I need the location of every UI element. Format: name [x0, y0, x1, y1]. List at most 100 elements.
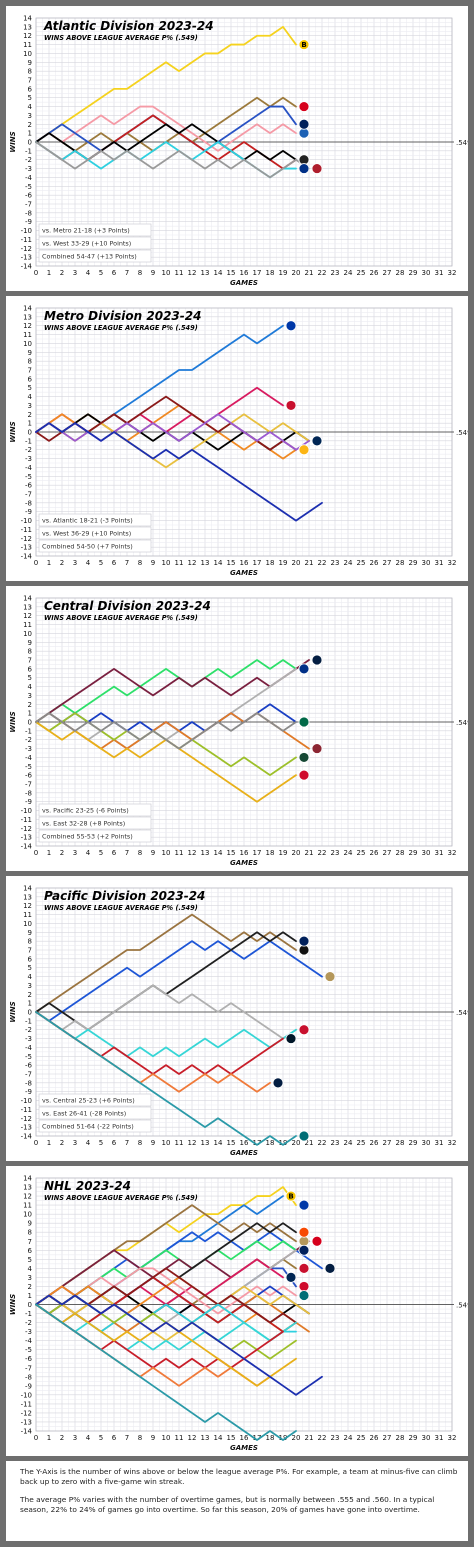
records-row-bg: [38, 1093, 152, 1107]
x-tick-label: 32: [448, 269, 457, 277]
x-tick-label: 26: [370, 1139, 379, 1147]
y-tick-label: 9: [28, 349, 32, 357]
x-tick-label: 8: [138, 849, 142, 857]
y-tick-label: -5: [25, 183, 32, 191]
y-tick-label: 4: [28, 103, 33, 111]
records-row-bg: [38, 803, 152, 817]
y-tick-label: -14: [21, 843, 33, 851]
series-line: [35, 25, 297, 143]
x-tick-label: 27: [383, 269, 392, 277]
team-logo-icon: [298, 1024, 310, 1036]
y-tick-label: 3: [28, 402, 32, 410]
y-tick-label: 12: [23, 32, 32, 40]
y-tick-label: -12: [21, 535, 32, 543]
y-tick-label: -3: [25, 745, 32, 753]
series-line: [35, 1011, 297, 1146]
y-tick-label: -6: [25, 192, 33, 200]
x-tick-label: 22: [318, 1434, 327, 1442]
y-tick-label: -14: [21, 1428, 33, 1436]
y-axis-label: WINS: [9, 711, 17, 732]
x-tick-label: 8: [138, 1434, 142, 1442]
records-box: vs. Central 25-23 (+6 Points) vs. East 26…: [38, 1093, 152, 1133]
x-tick-label: 9: [151, 269, 155, 277]
chart-panel-nhl: .549-14-13-12-11-10-9-8-7-6-5-4-3-2-1012…: [6, 1166, 468, 1456]
x-tick-label: 3: [73, 1139, 77, 1147]
x-tick-label: 21: [305, 269, 314, 277]
x-tick-label: 9: [151, 1434, 155, 1442]
y-axis-label: WINS: [9, 1001, 17, 1022]
x-tick-label: 7: [125, 849, 129, 857]
x-tick-label: 22: [318, 1139, 327, 1147]
x-tick-label: 20: [292, 1434, 301, 1442]
x-tick-label: 26: [370, 269, 379, 277]
series-line: [35, 940, 323, 1022]
y-tick-label: 4: [28, 683, 33, 691]
chart-svg-nhl: .549-14-13-12-11-10-9-8-7-6-5-4-3-2-1012…: [9, 1175, 468, 1453]
y-tick-label: -3: [25, 165, 32, 173]
x-tick-label: 5: [99, 269, 103, 277]
x-tick-label: 9: [151, 1139, 155, 1147]
reference-line-label: .549: [456, 139, 468, 147]
y-tick-label: 3: [28, 982, 32, 990]
chart-subtitle: WINS ABOVE LEAGUE AVERAGE P% (.549): [44, 1194, 198, 1202]
y-tick-label: -7: [25, 1071, 32, 1079]
y-tick-label: 11: [23, 1202, 32, 1210]
y-tick-label: 11: [23, 911, 32, 919]
x-tick-label: 26: [370, 849, 379, 857]
y-tick-label: -10: [21, 1391, 32, 1399]
y-tick-label: -6: [25, 482, 33, 490]
y-tick-label: -14: [21, 553, 33, 561]
x-tick-label: 31: [435, 849, 444, 857]
team-logo-icon: [285, 400, 297, 411]
y-tick-label: -4: [25, 1044, 33, 1052]
x-tick-label: 16: [240, 269, 249, 277]
x-tick-label: 20: [292, 559, 301, 567]
y-tick-label: -11: [21, 526, 32, 534]
x-tick-label: 6: [112, 849, 117, 857]
x-tick-label: 16: [240, 1139, 249, 1147]
x-tick-label: 23: [331, 849, 340, 857]
records-row-bg: [38, 1106, 152, 1120]
y-tick-label: 9: [28, 639, 32, 647]
record-line: vs. West 33-29 (+10 Points): [42, 240, 131, 248]
x-tick-label: 0: [34, 1434, 38, 1442]
x-tick-label: 7: [125, 1139, 129, 1147]
x-tick-label: 18: [266, 1434, 275, 1442]
team-logo-icon: [298, 752, 310, 763]
chart-subtitle: WINS ABOVE LEAGUE AVERAGE P% (.549): [44, 324, 198, 332]
x-tick-label: 32: [448, 559, 457, 567]
team-logo-icon: [298, 1130, 310, 1142]
records-row-bg: [38, 829, 152, 843]
y-tick-label: 1: [28, 1292, 32, 1300]
x-tick-label: 2: [60, 559, 64, 567]
chart-title: Atlantic Division 2023-24: [43, 19, 214, 33]
y-tick-label: -9: [25, 218, 32, 226]
x-tick-label: 25: [357, 849, 366, 857]
x-tick-label: 32: [448, 1434, 457, 1442]
y-tick-label: -12: [21, 1409, 32, 1417]
x-tick-label: 27: [383, 1434, 392, 1442]
x-tick-label: 19: [279, 849, 288, 857]
records-box: vs. Pacific 23-25 (-6 Points) vs. East 32…: [38, 803, 152, 843]
x-tick-label: 13: [201, 269, 210, 277]
record-line: Combined 55-53 (+2 Points): [42, 833, 133, 841]
y-tick-label: 12: [23, 1193, 32, 1201]
explanation-note: The Y-Axis is the number of wins above o…: [6, 1461, 468, 1541]
y-tick-label: -4: [25, 464, 33, 472]
y-tick-label: -8: [25, 1079, 32, 1087]
chart-svg-pacific: .549-14-13-12-11-10-9-8-7-6-5-4-3-2-1012…: [9, 885, 468, 1158]
y-tick-label: 3: [28, 1274, 32, 1282]
grid: [35, 307, 453, 557]
x-tick-label: 29: [409, 1434, 418, 1442]
x-tick-label: 12: [188, 1139, 197, 1147]
x-tick-label: 21: [305, 849, 314, 857]
x-tick-label: 7: [125, 559, 129, 567]
reference-line-label: .549: [456, 429, 468, 437]
x-tick-label: 13: [201, 1139, 210, 1147]
x-tick-label: 0: [34, 559, 38, 567]
x-tick-label: 17: [253, 269, 262, 277]
x-tick-label: 25: [357, 559, 366, 567]
team-logo-icon: [298, 1226, 310, 1238]
x-tick-label: 2: [60, 1139, 64, 1147]
x-tick-label: 12: [188, 269, 197, 277]
